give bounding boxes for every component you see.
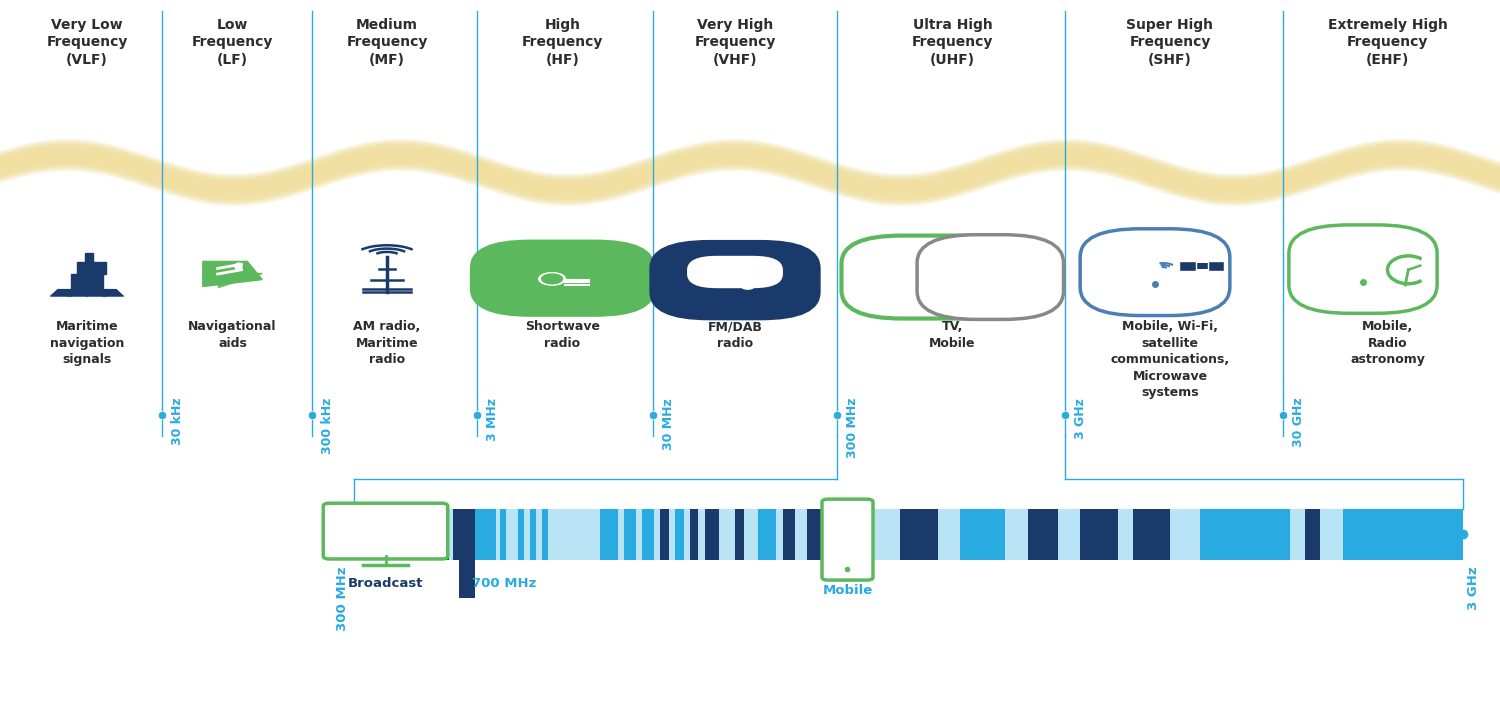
Polygon shape [51, 289, 123, 296]
Text: Extremely High
Frequency
(EHF): Extremely High Frequency (EHF) [1328, 18, 1448, 68]
Polygon shape [217, 272, 262, 287]
Text: Broadcast: Broadcast [348, 577, 423, 590]
FancyBboxPatch shape [1080, 229, 1230, 315]
FancyBboxPatch shape [393, 509, 426, 560]
FancyBboxPatch shape [1200, 509, 1290, 560]
FancyBboxPatch shape [960, 509, 1005, 560]
Text: 300 kHz: 300 kHz [321, 398, 334, 454]
FancyBboxPatch shape [464, 509, 468, 560]
Circle shape [741, 283, 754, 289]
FancyBboxPatch shape [500, 509, 506, 560]
FancyBboxPatch shape [642, 509, 654, 560]
FancyBboxPatch shape [354, 509, 384, 560]
Circle shape [542, 274, 562, 284]
Text: FM/DAB
radio: FM/DAB radio [708, 320, 762, 350]
Text: Medium
Frequency
(MF): Medium Frequency (MF) [346, 18, 427, 68]
FancyBboxPatch shape [758, 509, 776, 560]
Text: Mobile,
Radio
astronomy: Mobile, Radio astronomy [1350, 320, 1425, 366]
FancyBboxPatch shape [472, 509, 477, 560]
FancyBboxPatch shape [900, 509, 938, 560]
Text: Ultra High
Frequency
(UHF): Ultra High Frequency (UHF) [912, 18, 993, 68]
FancyBboxPatch shape [470, 239, 656, 317]
FancyBboxPatch shape [687, 256, 783, 288]
Circle shape [538, 272, 566, 285]
Text: Shortwave
radio: Shortwave radio [525, 320, 600, 350]
Text: Super High
Frequency
(SHF): Super High Frequency (SHF) [1126, 18, 1214, 68]
Text: Navigational
aids: Navigational aids [189, 320, 276, 350]
FancyBboxPatch shape [1080, 509, 1118, 560]
FancyBboxPatch shape [1208, 260, 1224, 271]
Text: 30 kHz: 30 kHz [171, 398, 184, 446]
FancyBboxPatch shape [675, 509, 684, 560]
Text: Very Low
Frequency
(VLF): Very Low Frequency (VLF) [46, 18, 128, 68]
Text: 30 MHz: 30 MHz [662, 398, 675, 450]
FancyBboxPatch shape [474, 509, 495, 560]
Text: 300 MHz: 300 MHz [336, 567, 350, 631]
Text: 700 MHz: 700 MHz [472, 577, 537, 590]
Text: Low
Frequency
(LF): Low Frequency (LF) [192, 18, 273, 68]
Text: 3 GHz: 3 GHz [1467, 567, 1480, 610]
Text: Very High
Frequency
(VHF): Very High Frequency (VHF) [694, 18, 776, 68]
Text: 3 GHz: 3 GHz [1074, 398, 1088, 439]
Text: AM radio,
Maritime
radio: AM radio, Maritime radio [354, 320, 420, 366]
FancyBboxPatch shape [1305, 509, 1320, 560]
FancyBboxPatch shape [1342, 509, 1462, 560]
Polygon shape [202, 261, 262, 287]
Text: 3 MHz: 3 MHz [486, 398, 500, 441]
FancyBboxPatch shape [650, 240, 820, 320]
FancyBboxPatch shape [600, 509, 618, 560]
FancyBboxPatch shape [518, 509, 524, 560]
FancyBboxPatch shape [482, 509, 486, 560]
FancyBboxPatch shape [1028, 509, 1057, 560]
Polygon shape [86, 253, 93, 262]
FancyBboxPatch shape [916, 234, 1064, 320]
FancyBboxPatch shape [453, 509, 459, 560]
FancyBboxPatch shape [690, 509, 698, 560]
Text: Mobile, Wi-Fi,
satellite
communications,
Microwave
systems: Mobile, Wi-Fi, satellite communications,… [1110, 320, 1230, 399]
Text: 30 GHz: 30 GHz [1292, 398, 1305, 447]
FancyBboxPatch shape [896, 257, 990, 296]
FancyBboxPatch shape [542, 509, 548, 560]
Text: Maritime
navigation
signals: Maritime navigation signals [50, 320, 124, 366]
FancyBboxPatch shape [624, 509, 636, 560]
FancyBboxPatch shape [1190, 263, 1208, 269]
FancyBboxPatch shape [354, 509, 1462, 560]
FancyBboxPatch shape [842, 236, 1034, 318]
FancyBboxPatch shape [530, 509, 536, 560]
FancyBboxPatch shape [783, 509, 795, 560]
FancyBboxPatch shape [490, 509, 495, 560]
Polygon shape [70, 275, 104, 289]
FancyBboxPatch shape [1179, 260, 1196, 271]
FancyBboxPatch shape [807, 509, 825, 560]
FancyBboxPatch shape [705, 509, 718, 560]
FancyBboxPatch shape [459, 509, 474, 598]
FancyBboxPatch shape [822, 499, 873, 580]
Text: High
Frequency
(HF): High Frequency (HF) [522, 18, 603, 68]
Text: Mobile: Mobile [822, 584, 873, 597]
Text: TV,
Mobile: TV, Mobile [928, 320, 975, 350]
FancyBboxPatch shape [1132, 509, 1170, 560]
FancyBboxPatch shape [660, 509, 669, 560]
Text: 300 MHz: 300 MHz [846, 398, 859, 458]
FancyBboxPatch shape [430, 509, 438, 560]
FancyBboxPatch shape [324, 503, 447, 559]
FancyBboxPatch shape [442, 509, 448, 560]
FancyBboxPatch shape [735, 509, 744, 560]
Polygon shape [78, 262, 106, 275]
FancyBboxPatch shape [1288, 225, 1437, 313]
